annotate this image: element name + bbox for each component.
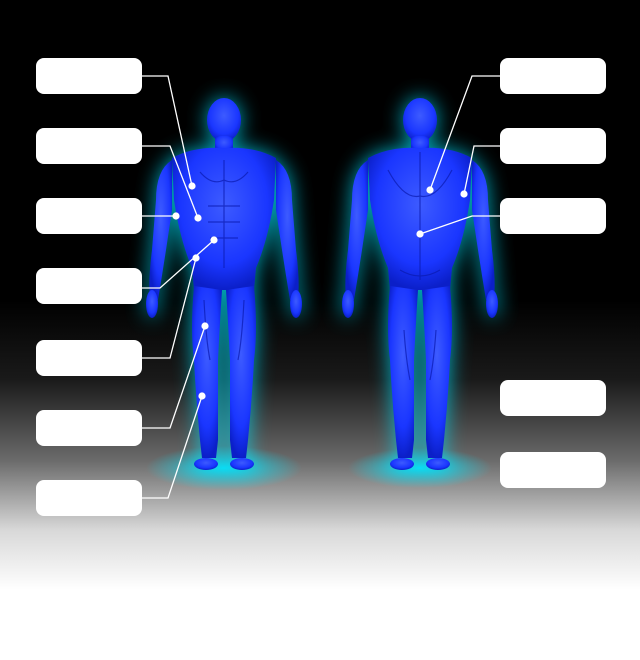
leader-line-right-1 [429, 75, 500, 191]
front-floor-glow [146, 446, 302, 490]
label-box-right-2[interactable] [500, 128, 606, 164]
label-box-left-5[interactable] [36, 340, 142, 376]
label-box-right-5[interactable] [500, 452, 606, 488]
pointer-dot-left-7 [198, 392, 206, 400]
label-box-right-1[interactable] [500, 58, 606, 94]
pointer-dot-left-6 [201, 322, 209, 330]
pointer-dot-right-1 [426, 186, 434, 194]
label-box-left-2[interactable] [36, 128, 142, 164]
pointer-dot-right-3 [416, 230, 424, 238]
label-box-left-7[interactable] [36, 480, 142, 516]
leader-line-left-1 [142, 75, 193, 187]
pointer-dot-left-1 [188, 182, 196, 190]
leader-line-left-7 [142, 395, 203, 499]
front-body-figure [146, 98, 302, 470]
leader-line-right-3 [419, 215, 500, 235]
back-body-figure [342, 98, 498, 470]
leader-lines [142, 75, 500, 499]
pointer-dot-left-3 [172, 212, 180, 220]
pointer-dot-right-2 [460, 190, 468, 198]
leader-line-left-6 [142, 325, 206, 429]
label-box-right-4[interactable] [500, 380, 606, 416]
pointer-dot-left-4 [210, 236, 218, 244]
label-box-left-4[interactable] [36, 268, 142, 304]
label-box-left-6[interactable] [36, 410, 142, 446]
pointer-dot-left-5 [192, 254, 200, 262]
label-box-left-3[interactable] [36, 198, 142, 234]
pointer-dot-left-2 [194, 214, 202, 222]
leader-line-left-5 [142, 257, 197, 359]
leader-line-left-2 [142, 145, 199, 219]
label-box-right-3[interactable] [500, 198, 606, 234]
leader-line-right-2 [463, 145, 500, 195]
back-floor-glow [348, 448, 492, 488]
label-box-left-1[interactable] [36, 58, 142, 94]
